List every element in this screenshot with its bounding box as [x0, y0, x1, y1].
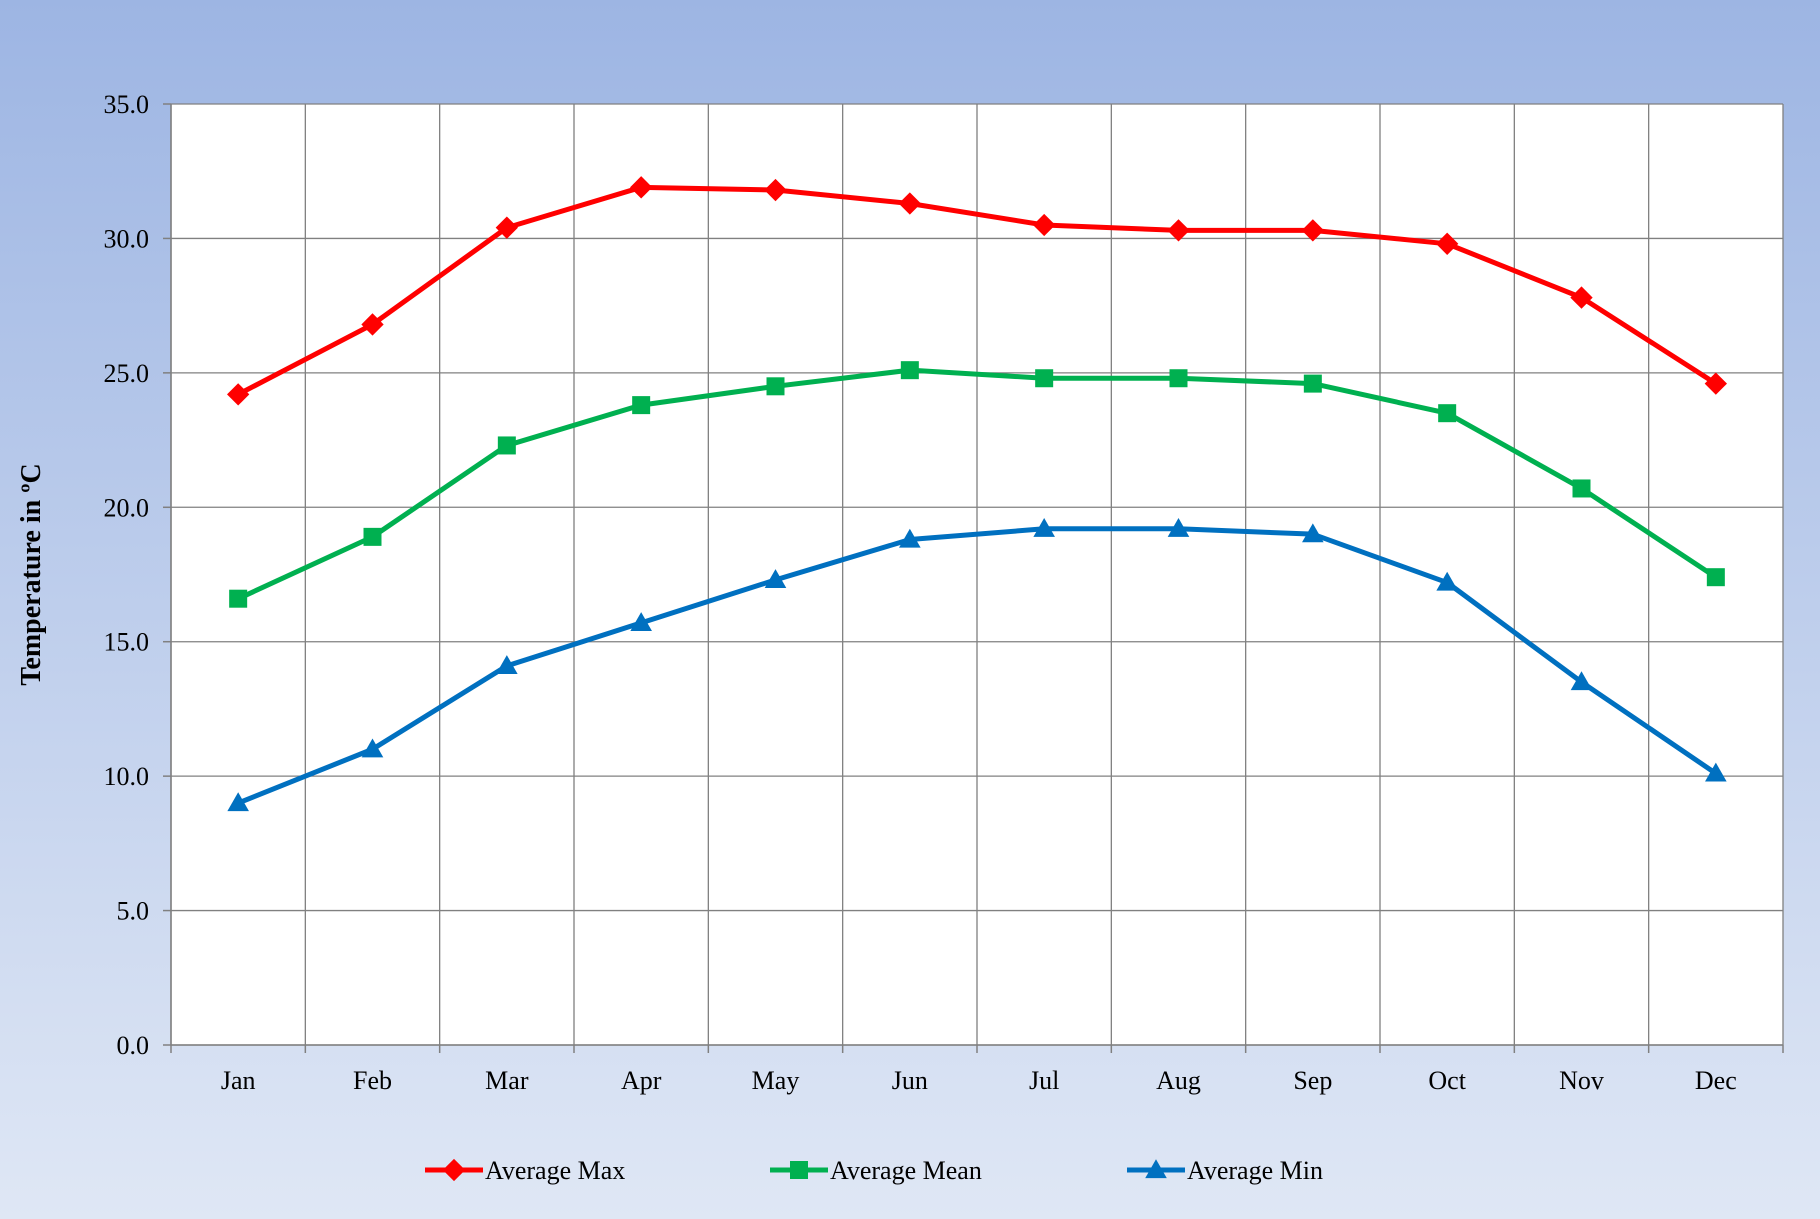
data-point-average-mean — [229, 589, 248, 608]
data-point-average-mean — [1706, 568, 1725, 587]
data-point-average-mean — [1438, 404, 1457, 423]
y-tick-label: 15.0 — [104, 628, 150, 657]
series-average-mean — [229, 361, 1725, 608]
legend-label: Average Mean — [830, 1156, 982, 1185]
data-point-average-min — [361, 738, 384, 758]
data-point-average-mean — [1572, 479, 1591, 498]
data-point-average-min — [1167, 517, 1190, 537]
y-tick-label: 20.0 — [104, 493, 150, 522]
x-tick-label: Aug — [1156, 1066, 1201, 1095]
data-point-average-min — [227, 792, 249, 812]
data-point-average-max — [898, 192, 921, 215]
data-point-average-max — [1436, 232, 1459, 255]
data-point-average-mean — [1169, 369, 1188, 388]
data-point-average-max — [630, 176, 653, 199]
data-point-average-max — [1570, 286, 1593, 309]
x-tick-label: Mar — [485, 1066, 529, 1095]
y-tick-label: 25.0 — [104, 359, 150, 388]
data-point-average-mean — [632, 396, 651, 415]
data-point-average-max — [1033, 213, 1056, 237]
legend-label: Average Max — [485, 1156, 625, 1185]
data-point-average-mean — [766, 377, 785, 396]
legend-marker — [790, 1161, 808, 1179]
series-average-min — [227, 517, 1727, 812]
data-point-average-mean — [1035, 369, 1054, 388]
series-line-average-max — [235, 184, 1719, 397]
x-tick-label: Feb — [353, 1066, 392, 1095]
legend: Average Max Average Mean Average Min — [425, 1156, 1323, 1185]
x-tick-label: Sep — [1293, 1066, 1332, 1095]
data-point-average-max — [1301, 219, 1324, 242]
legend-item-average-mean: Average Mean — [770, 1156, 982, 1185]
x-tick-label: Oct — [1428, 1066, 1466, 1095]
data-point-average-mean — [497, 436, 516, 455]
y-tick-label: 35.0 — [104, 90, 150, 119]
x-tick-label: Jan — [221, 1066, 256, 1095]
legend-item-average-min: Average Min — [1127, 1156, 1323, 1185]
y-tick-label: 30.0 — [104, 224, 150, 253]
data-point-average-min — [1705, 762, 1727, 782]
series-line-average-min — [235, 526, 1719, 806]
legend-item-average-max: Average Max — [425, 1156, 625, 1185]
legend-label: Average Min — [1187, 1156, 1323, 1185]
legend-marker — [442, 1158, 466, 1182]
x-tick-label: Apr — [621, 1066, 662, 1095]
y-tick-label: 5.0 — [117, 897, 150, 926]
series-group — [227, 176, 1727, 812]
gridlines — [170, 103, 1784, 1046]
x-tick-label: Jul — [1029, 1066, 1059, 1095]
data-point-average-min — [630, 612, 652, 631]
data-point-average-min — [899, 528, 921, 548]
tick-labels: 0.0 5.0 10.0 15.0 20.0 25.0 30.0 35.0 Jan Feb Mar A… — [104, 90, 1737, 1095]
legend-marker — [1145, 1159, 1167, 1179]
series-line-average-mean — [235, 367, 1719, 602]
data-point-average-mean — [900, 361, 919, 380]
x-tick-label: May — [752, 1066, 800, 1095]
data-point-average-max — [495, 216, 518, 239]
data-point-average-min — [496, 655, 518, 675]
axes — [163, 103, 1784, 1053]
data-point-average-mean — [1303, 374, 1322, 393]
y-axis-title: Temperature in ºC — [16, 463, 47, 685]
data-point-average-min — [1570, 671, 1593, 691]
y-tick-label: 10.0 — [104, 762, 150, 791]
x-tick-label: Nov — [1559, 1066, 1604, 1095]
data-point-average-mean — [363, 527, 382, 546]
x-tick-label: Jun — [892, 1066, 928, 1095]
data-point-average-max — [764, 178, 787, 202]
x-tick-label: Dec — [1695, 1066, 1737, 1095]
data-point-average-min — [764, 569, 787, 588]
data-point-average-min — [1302, 523, 1324, 543]
data-point-average-max — [361, 313, 384, 336]
data-point-average-min — [1033, 517, 1055, 537]
data-point-average-min — [1436, 571, 1458, 591]
series-average-max — [227, 176, 1727, 406]
data-point-average-max — [227, 383, 250, 406]
data-point-average-max — [1167, 219, 1190, 242]
data-point-average-max — [1704, 372, 1727, 395]
y-tick-label: 0.0 — [117, 1031, 150, 1060]
